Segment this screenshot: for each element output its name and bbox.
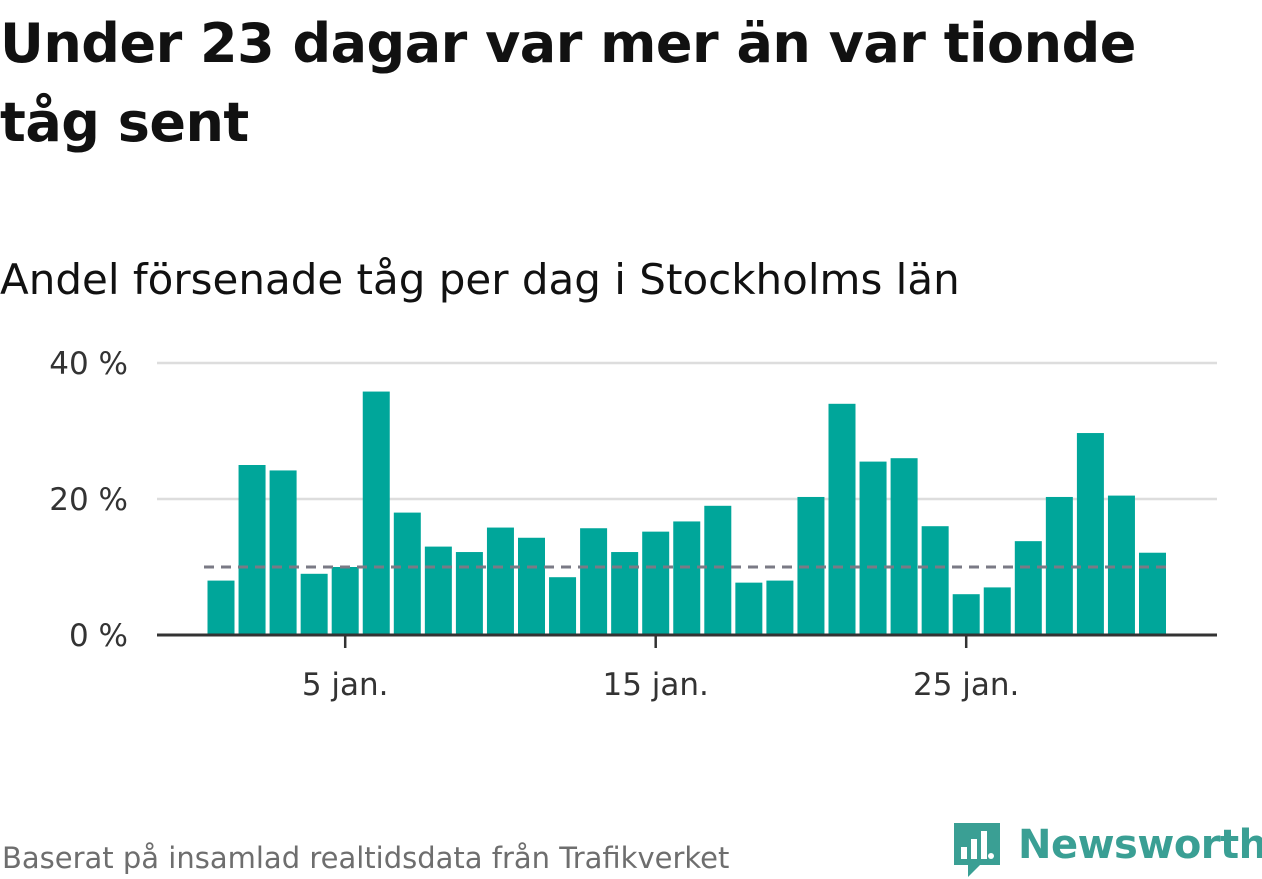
bar bbox=[269, 470, 297, 635]
bar bbox=[735, 582, 763, 635]
chart-title: Under 23 dagar var mer än var tionde tåg… bbox=[0, 12, 1136, 154]
bar bbox=[921, 526, 949, 635]
gridlines bbox=[157, 361, 1217, 501]
bars bbox=[207, 391, 1166, 635]
bar bbox=[983, 587, 1011, 635]
axes: 0 % 20 % 40 % 5 jan. 15 jan. 25 jan. bbox=[49, 346, 1217, 703]
bar bbox=[238, 465, 266, 635]
bar bbox=[300, 573, 328, 635]
bar bbox=[859, 461, 887, 635]
bar-chart: 0 % 20 % 40 % 5 jan. 15 jan. 25 jan. bbox=[49, 346, 1217, 703]
bar bbox=[1139, 552, 1166, 635]
bar bbox=[1076, 433, 1104, 635]
bar bbox=[1014, 541, 1042, 635]
bar bbox=[580, 528, 608, 635]
bar bbox=[486, 527, 514, 635]
x-tick-label: 25 jan. bbox=[913, 667, 1019, 703]
brand-logo[interactable]: Newsworthy bbox=[950, 815, 1262, 879]
bar bbox=[766, 580, 794, 635]
y-tick-label: 20 % bbox=[49, 482, 128, 518]
bar bbox=[642, 531, 670, 635]
source-note: Baserat på insamlad realtidsdata från Tr… bbox=[2, 841, 730, 875]
bar bbox=[704, 505, 732, 635]
bar bbox=[518, 537, 545, 635]
bar bbox=[1107, 495, 1135, 635]
bar bbox=[362, 391, 390, 635]
x-tick-label: 5 jan. bbox=[302, 667, 389, 703]
brand-name: Newsworthy bbox=[1018, 822, 1262, 868]
y-tick-label: 0 % bbox=[69, 618, 128, 654]
bar bbox=[393, 512, 421, 635]
bar bbox=[424, 546, 452, 635]
bar bbox=[673, 521, 701, 635]
chart-subtitle: Andel försenade tåg per dag i Stockholms… bbox=[0, 255, 960, 304]
bar bbox=[890, 458, 918, 635]
bar bbox=[331, 567, 359, 635]
bar bbox=[455, 552, 483, 635]
bar bbox=[207, 580, 235, 635]
x-tick-label: 15 jan. bbox=[602, 667, 708, 703]
bar bbox=[549, 577, 577, 635]
chart-speech-bubble-icon bbox=[954, 823, 1000, 877]
bar bbox=[611, 552, 639, 635]
y-tick-label: 40 % bbox=[49, 346, 128, 382]
bar bbox=[828, 403, 856, 635]
bar bbox=[952, 594, 980, 635]
